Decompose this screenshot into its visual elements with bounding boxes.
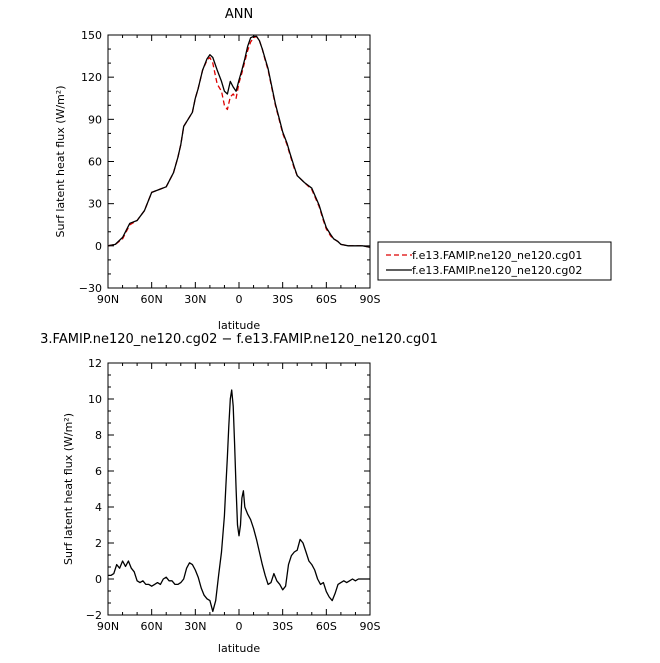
y-tick-label: 120 xyxy=(81,71,102,84)
x-tick-label: 90S xyxy=(360,293,381,306)
x-tick-label: 90N xyxy=(97,620,119,633)
y-tick-label: −2 xyxy=(86,609,102,622)
y-tick-label: 90 xyxy=(88,113,102,126)
y-tick-label: 2 xyxy=(95,537,102,550)
x-tick-label: 60N xyxy=(141,293,163,306)
y-tick-label: 6 xyxy=(95,465,102,478)
y-tick-label: 0 xyxy=(95,240,102,253)
y-tick-label: 30 xyxy=(88,198,102,211)
legend-label-1: f.e13.FAMIP.ne120_ne120.cg01 xyxy=(412,249,582,262)
x-axis-title: latitude xyxy=(218,642,260,655)
x-tick-label: 30S xyxy=(272,620,293,633)
x-tick-label: 60S xyxy=(316,293,337,306)
series-line-2 xyxy=(107,35,371,248)
x-tick-label: 90S xyxy=(360,620,381,633)
x-tick-label: 30N xyxy=(184,620,206,633)
series-line-1 xyxy=(107,35,371,248)
y-tick-label: 10 xyxy=(88,393,102,406)
legend: f.e13.FAMIP.ne120_ne120.cg01 f.e13.FAMIP.… xyxy=(377,241,612,281)
series-line-1 xyxy=(108,389,370,613)
y-tick-label: 8 xyxy=(95,429,102,442)
x-tick-label: 30S xyxy=(272,293,293,306)
x-tick-label: 60S xyxy=(316,620,337,633)
plot-frame xyxy=(107,34,371,289)
y-axis-title: Surf latent heat flux (W/m²) xyxy=(54,86,67,238)
x-tick-label: 0 xyxy=(236,620,243,633)
plot-title: 3.FAMIP.ne120_ne120.cg02 − f.e13.FAMIP.n… xyxy=(40,332,438,347)
y-tick-label: 4 xyxy=(95,501,102,514)
y-tick-label: −30 xyxy=(79,282,102,295)
y-tick-label: 12 xyxy=(88,357,102,370)
plot-frame xyxy=(107,362,371,616)
x-tick-label: 30N xyxy=(184,293,206,306)
legend-box xyxy=(377,241,612,281)
top-panel: ANN −30 0 30 60 90 120 150 90N 60N 30N 0 30S 60S 90S la… xyxy=(54,7,381,332)
y-tick-label: 60 xyxy=(88,156,102,169)
x-tick-label: 90N xyxy=(97,293,119,306)
x-tick-label: 60N xyxy=(141,620,163,633)
x-axis-title: latitude xyxy=(218,319,260,332)
legend-label-2: f.e13.FAMIP.ne120_ne120.cg02 xyxy=(412,264,582,277)
y-axis-title: Surf latent heat flux (W/m²) xyxy=(62,413,75,565)
y-tick-label: 150 xyxy=(81,29,102,42)
y-tick-label: 0 xyxy=(95,573,102,586)
bottom-panel: 3.FAMIP.ne120_ne120.cg02 − f.e13.FAMIP.n… xyxy=(40,332,438,655)
x-tick-label: 0 xyxy=(236,293,243,306)
plot-title: ANN xyxy=(225,7,253,22)
